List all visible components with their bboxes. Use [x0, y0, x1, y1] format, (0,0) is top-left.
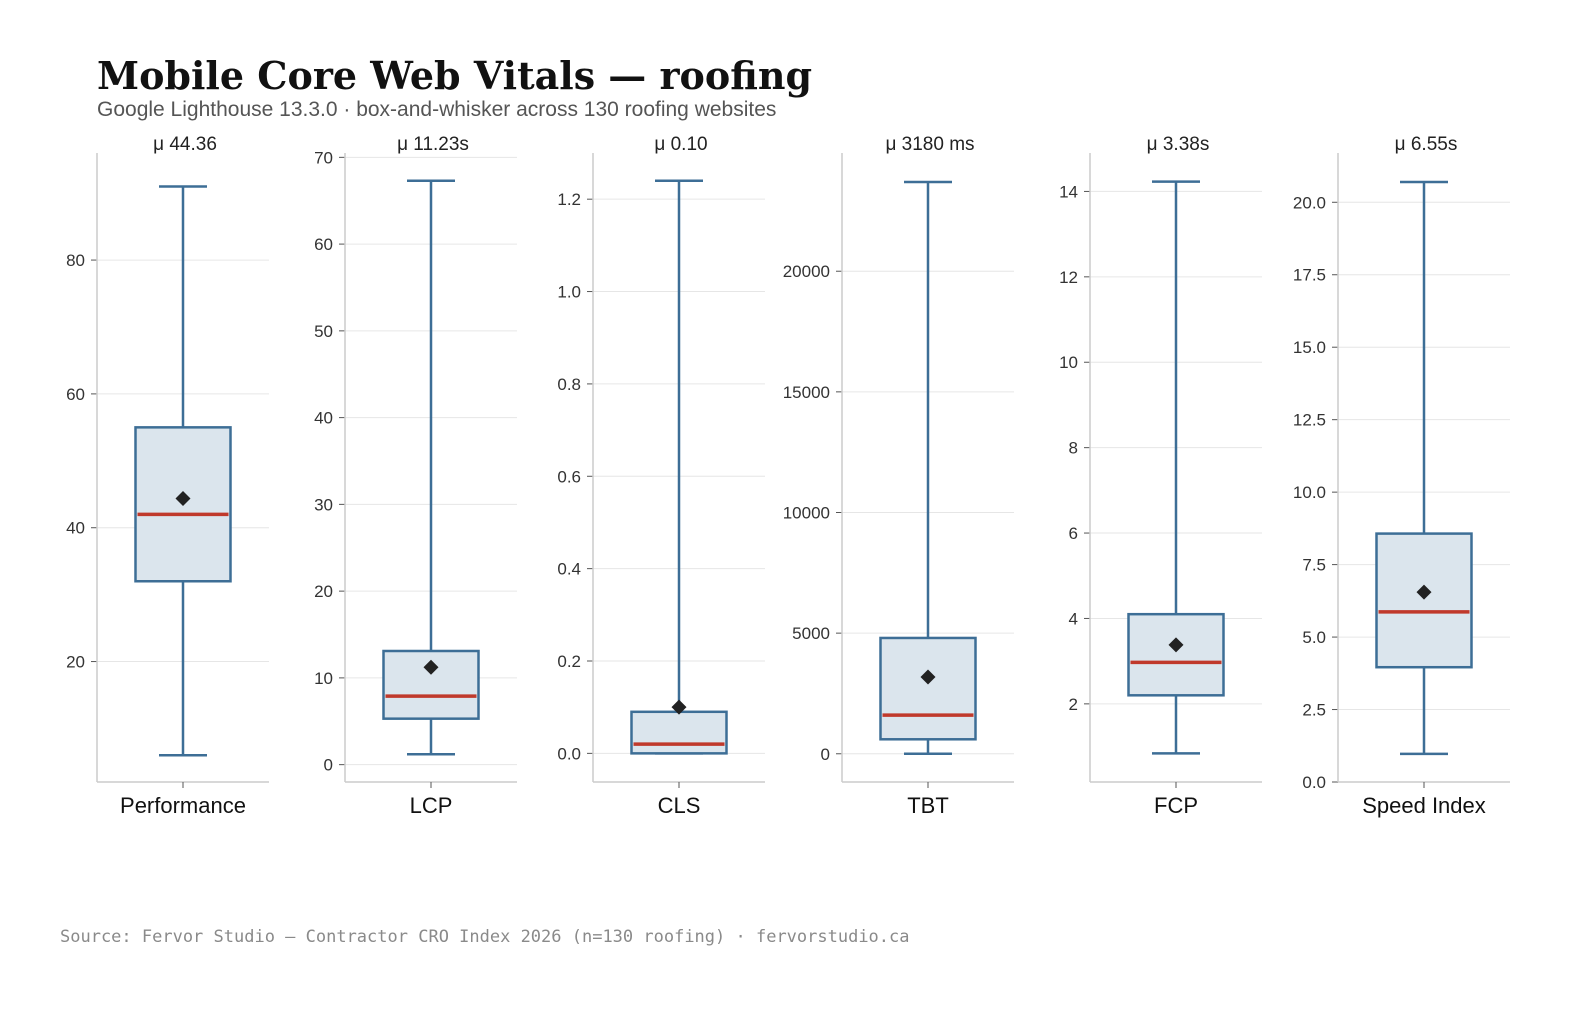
mean-label: μ 3180 ms — [885, 134, 974, 155]
y-tick-label: 70 — [314, 148, 333, 167]
y-tick-label: 1.2 — [557, 190, 581, 209]
category-label: TBT — [907, 793, 949, 818]
y-tick-label: 17.5 — [1293, 266, 1326, 285]
y-tick-label: 0.4 — [557, 560, 581, 579]
y-tick-label: 60 — [314, 235, 333, 254]
chart-title: Mobile Core Web Vitals — roofing — [97, 53, 813, 98]
y-tick-label: 0.0 — [1302, 773, 1326, 792]
y-tick-label: 1.0 — [557, 283, 581, 302]
panel-tbt: 0 5000 10000 15000 20000 μ 3180 ms TBT — [783, 134, 1014, 818]
mean-label: μ 11.23s — [397, 134, 469, 155]
panel-speed-index: 0.0 2.5 5.0 7.5 10.0 12.5 15.0 17.5 20.0 μ 6.55s S… — [1293, 134, 1510, 818]
y-tick-label: 60 — [66, 385, 85, 404]
y-tick-label: 20000 — [783, 262, 830, 281]
y-tick-label: 0.8 — [557, 375, 581, 394]
panel-cls: 0.0 0.2 0.4 0.6 0.8 1.0 1.2 μ 0.10 CLS — [557, 134, 765, 818]
y-tick-label: 2.5 — [1302, 701, 1326, 720]
y-tick-label: 20 — [314, 582, 333, 601]
panel-fcp: 2 4 6 8 10 12 14 μ 3.38s FCP — [1059, 134, 1262, 818]
y-tick-label: 2 — [1069, 695, 1078, 714]
y-tick-label: 14 — [1059, 182, 1078, 201]
panel-lcp: 0 10 20 30 40 50 60 70 μ 11.23s LCP — [314, 134, 517, 818]
y-tick-label: 10.0 — [1293, 483, 1326, 502]
mean-label: μ 6.55s — [1395, 134, 1458, 155]
y-tick-label: 8 — [1069, 439, 1078, 458]
mean-marker — [920, 669, 936, 685]
mean-marker — [175, 491, 191, 507]
y-tick-label: 15000 — [783, 383, 830, 402]
y-tick-label: 7.5 — [1302, 556, 1326, 575]
mean-label: μ 0.10 — [654, 134, 707, 155]
mean-marker — [1416, 584, 1432, 600]
y-tick-label: 10 — [314, 669, 333, 688]
y-tick-label: 0 — [821, 745, 830, 764]
y-tick-label: 5000 — [792, 624, 830, 643]
y-tick-label: 0.2 — [557, 652, 581, 671]
iqr-box — [1127, 612, 1225, 697]
source-note: Source: Fervor Studio — Contractor CRO I… — [60, 927, 910, 947]
y-tick-label: 6 — [1069, 524, 1078, 543]
y-tick-label: 15.0 — [1293, 338, 1326, 357]
panel-performance: 20 40 60 80 μ 44.36 Performance — [66, 134, 269, 818]
y-tick-label: 50 — [314, 322, 333, 341]
mean-marker — [423, 659, 439, 675]
category-label: Speed Index — [1362, 793, 1486, 818]
y-tick-label: 4 — [1069, 609, 1078, 628]
y-tick-label: 0.0 — [557, 744, 581, 763]
y-tick-label: 30 — [314, 495, 333, 514]
mean-label: μ 44.36 — [153, 134, 217, 155]
y-tick-label: 12 — [1059, 268, 1078, 287]
y-tick-label: 20.0 — [1293, 193, 1326, 212]
iqr-box — [1375, 532, 1473, 669]
y-tick-label: 20 — [66, 653, 85, 672]
y-tick-label: 12.5 — [1293, 411, 1326, 430]
mean-label: μ 3.38s — [1147, 134, 1210, 155]
y-tick-label: 40 — [314, 409, 333, 428]
y-tick-label: 10000 — [783, 503, 830, 522]
chart-subtitle: Google Lighthouse 13.3.0 · box-and-whisk… — [97, 98, 777, 121]
y-tick-label: 0.6 — [557, 467, 581, 486]
y-tick-label: 80 — [66, 251, 85, 270]
category-label: CLS — [658, 793, 701, 818]
mean-marker — [1168, 637, 1184, 653]
mean-marker — [671, 699, 687, 715]
category-label: FCP — [1154, 793, 1198, 818]
category-label: Performance — [120, 793, 246, 818]
iqr-box — [879, 636, 977, 741]
y-tick-label: 0 — [324, 756, 333, 775]
y-tick-label: 5.0 — [1302, 628, 1326, 647]
y-tick-label: 10 — [1059, 353, 1078, 372]
iqr-box — [630, 710, 728, 755]
category-label: LCP — [410, 793, 453, 818]
y-tick-label: 40 — [66, 519, 85, 538]
